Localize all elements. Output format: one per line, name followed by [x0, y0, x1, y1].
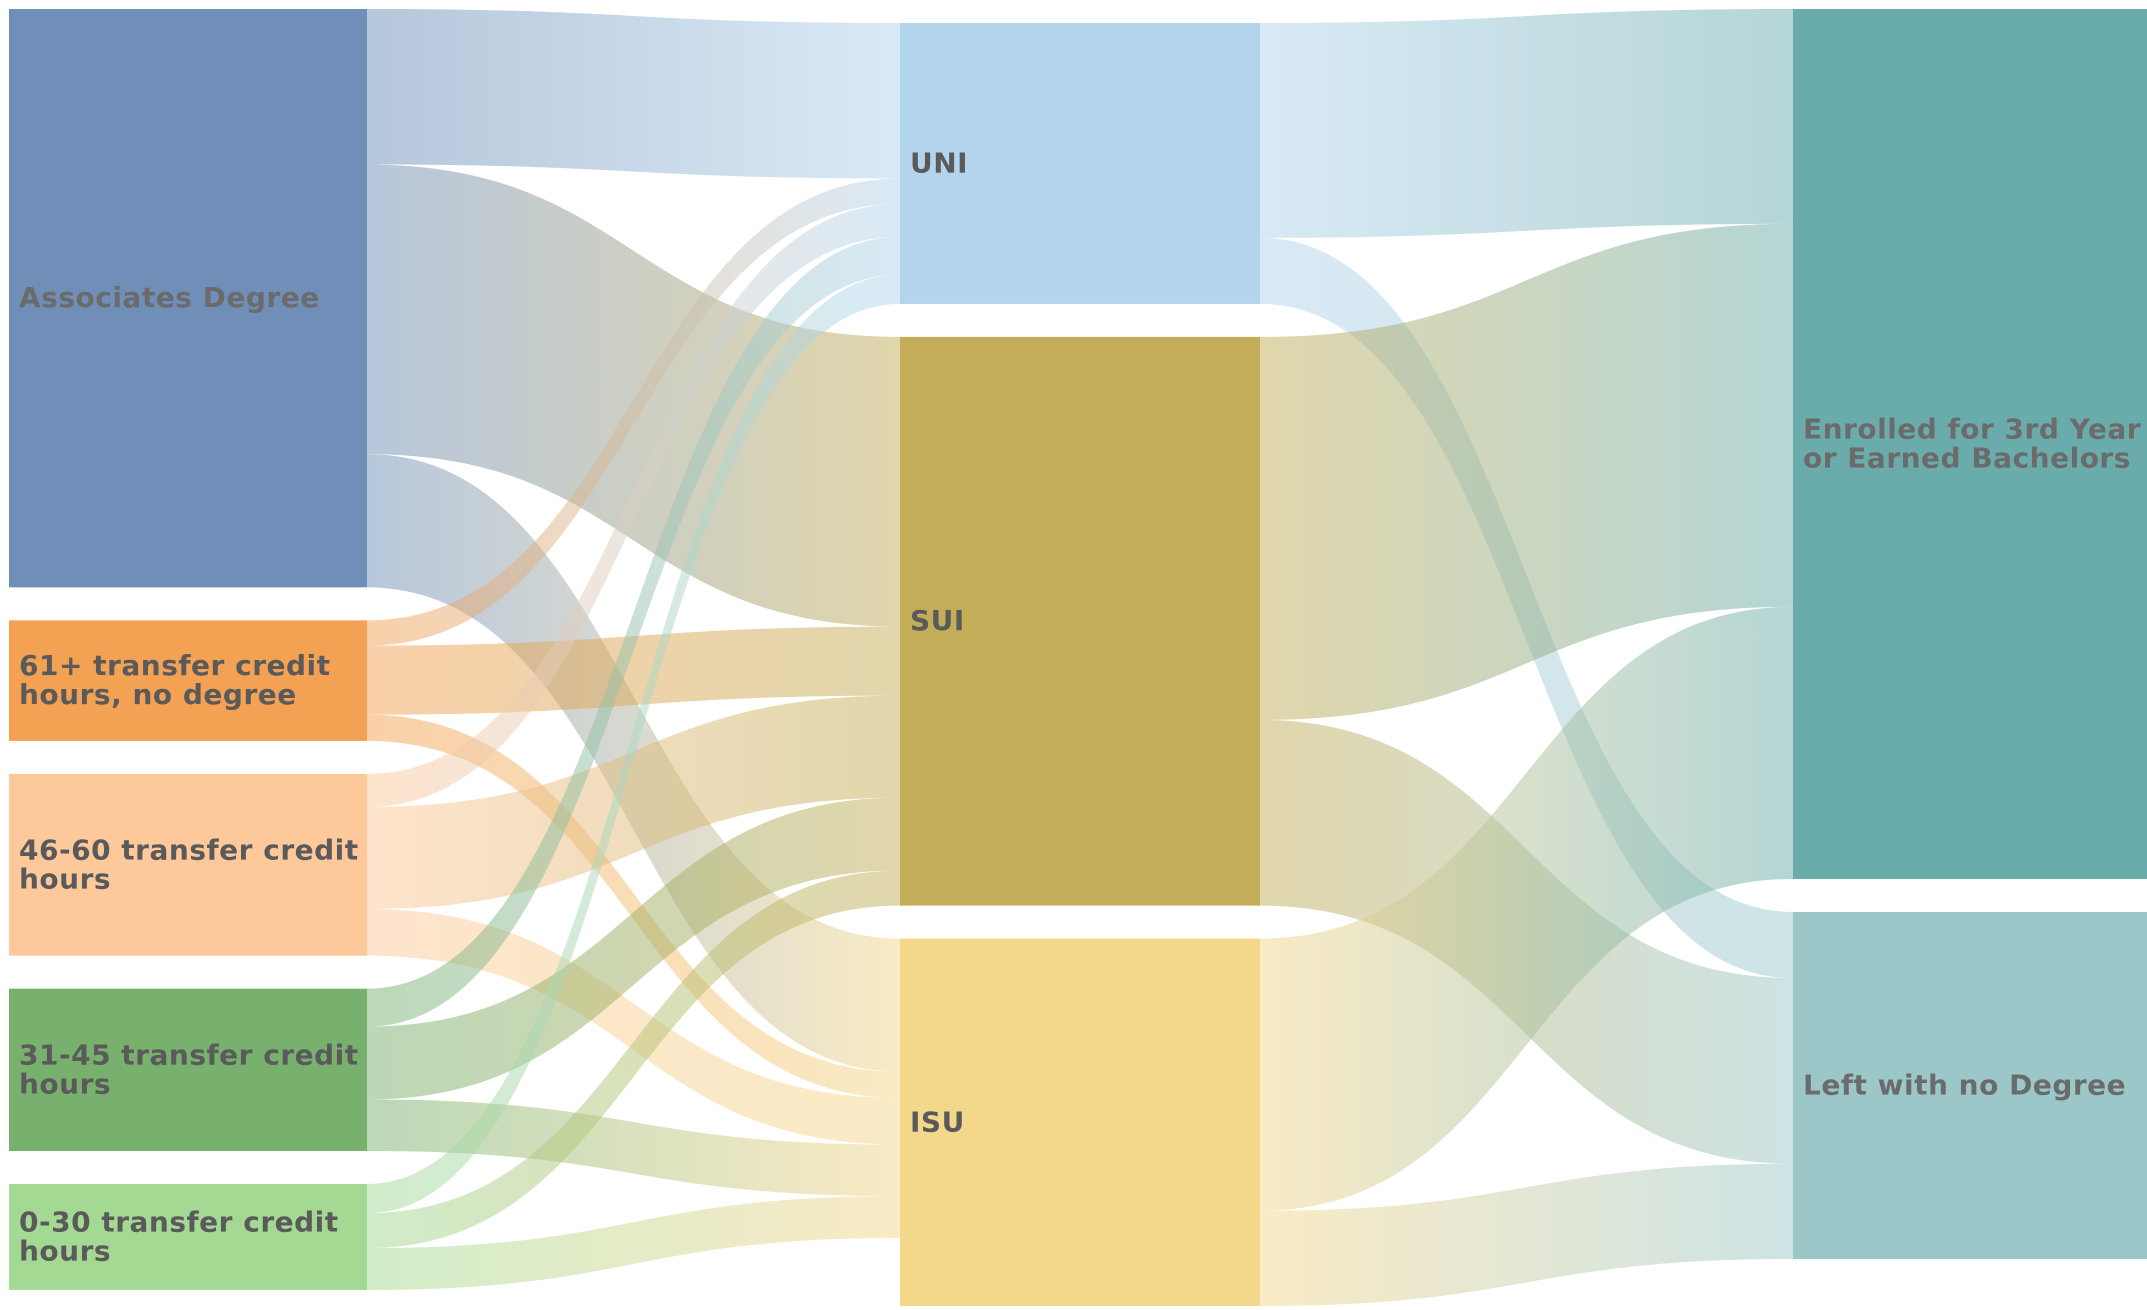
node-label-line: Associates Degree — [19, 281, 320, 314]
node-label-left: Left with no Degree — [1803, 1068, 2126, 1101]
node-label-isu: ISU — [910, 1105, 965, 1138]
node-label-t61: 61+ transfer credit hours, no degree — [19, 649, 331, 711]
node-label-line: Left with no Degree — [1803, 1068, 2126, 1101]
link-uni-to-enrolled — [1260, 9, 1793, 238]
link-assoc-to-uni — [367, 9, 900, 179]
node-label-line: hours — [19, 1067, 111, 1100]
node-label-assoc: Associates Degree — [19, 281, 320, 314]
node-label-enrolled: Enrolled for 3rd Year or Earned Bachelors — [1803, 412, 2141, 474]
node-label-line: hours, no degree — [19, 678, 297, 711]
node-label-line: or Earned Bachelors — [1803, 441, 2131, 474]
node-label-sui: SUI — [910, 604, 965, 637]
node-label-line: UNI — [910, 146, 968, 179]
node-label-line: hours — [19, 862, 111, 895]
node-label-line: SUI — [910, 604, 965, 637]
node-label-line: ISU — [910, 1105, 965, 1138]
node-label-line: hours — [19, 1234, 111, 1267]
node-label-uni: UNI — [910, 146, 968, 179]
